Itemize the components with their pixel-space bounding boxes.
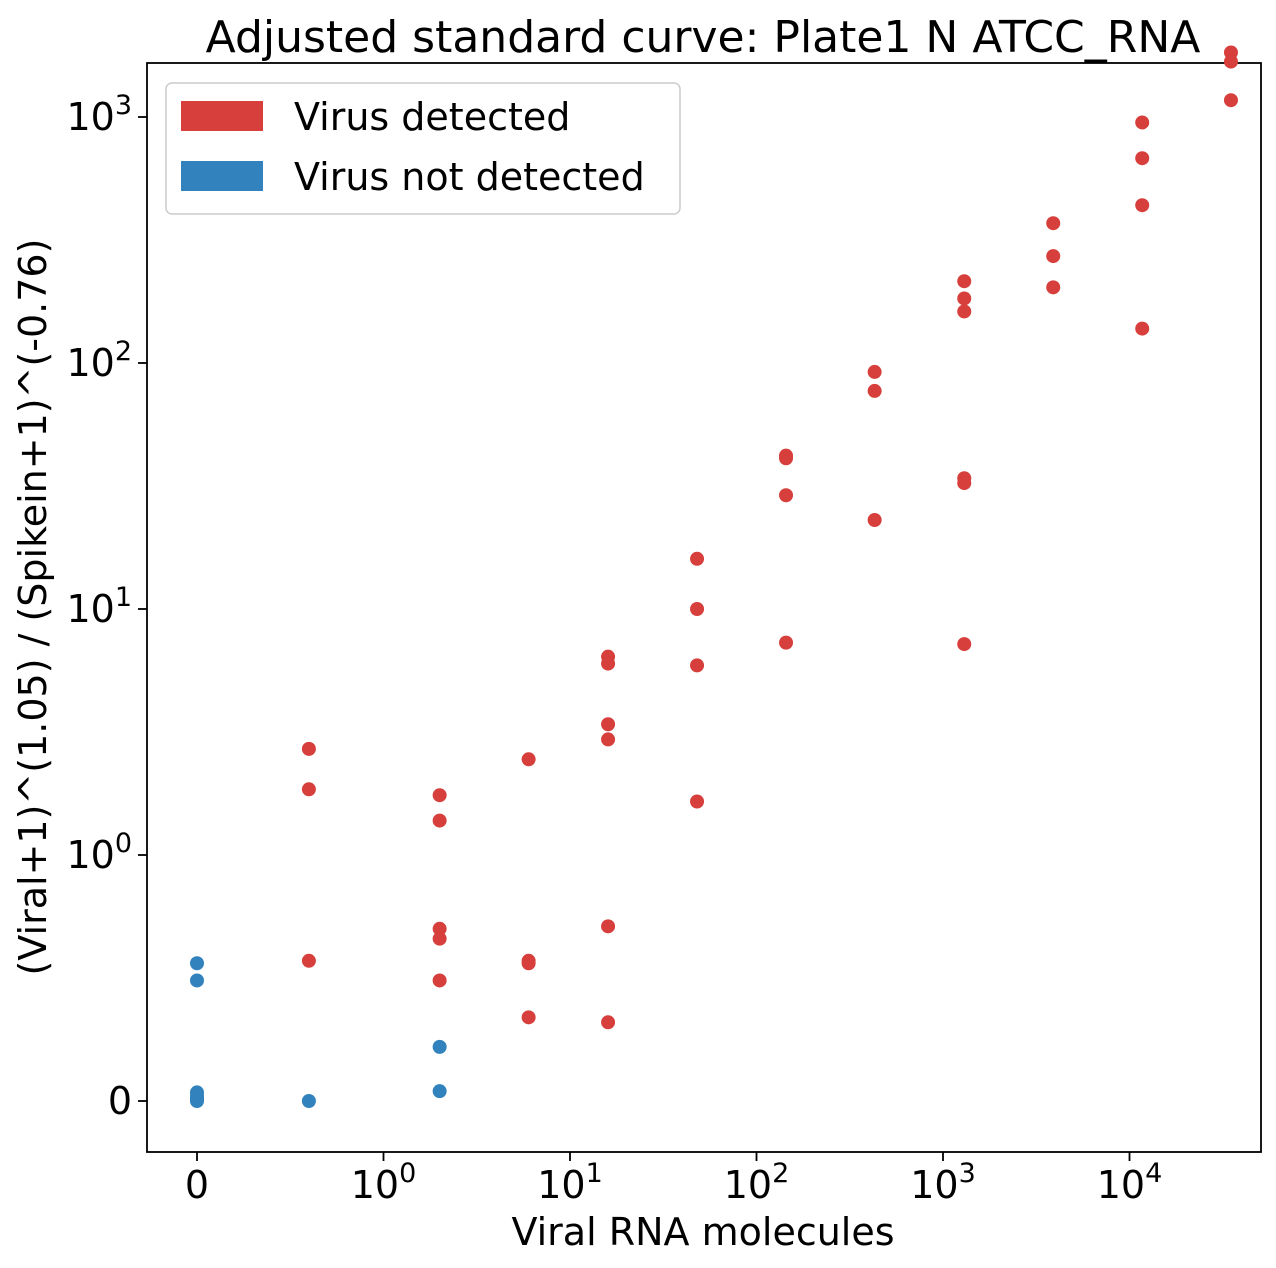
legend-box [165,82,681,215]
point-virus-detected [957,304,972,319]
point-virus-detected [867,383,882,398]
legend-label-virus-not-detected: Virus not detected [294,155,645,199]
point-virus-detected [301,782,316,797]
tick-label: 103 [910,1158,976,1207]
point-virus-detected [690,602,705,616]
point-virus-detected [1046,216,1061,231]
tick-label: 101 [537,1158,603,1207]
point-virus-detected [432,921,447,936]
point-virus-detected [432,973,447,988]
tick-label: 0 [108,1079,132,1123]
point-virus-detected [957,637,972,652]
point-virus-detected [690,794,705,809]
point-virus-detected [1135,151,1150,166]
point-virus-detected [867,513,882,528]
point-virus-detected [1223,93,1238,108]
point-virus-not-detected [190,973,204,988]
point-virus-not-detected [432,1084,447,1099]
legend-swatch-virus-detected [181,101,263,131]
tick-label: 102 [66,336,132,385]
tick-label: 0 [185,1163,209,1207]
tick-label: 103 [66,90,132,139]
point-virus-not-detected [190,956,204,971]
point-virus-detected [432,813,447,828]
point-virus-detected [1046,249,1061,264]
legend: Virus detected Virus not detected [165,82,681,215]
data-points [190,45,1238,1108]
point-virus-detected [1223,54,1238,69]
tick-label: 102 [724,1158,790,1207]
point-virus-detected [601,732,616,747]
point-virus-detected [432,931,447,946]
point-virus-detected [432,788,447,803]
point-virus-detected [867,364,882,379]
point-virus-detected [779,635,794,650]
point-virus-detected [521,956,536,971]
y-axis-ticks: 0 100 101 102 103 [66,90,147,1123]
point-virus-detected [301,953,316,968]
point-virus-detected [1135,115,1150,130]
point-virus-detected [601,717,616,732]
point-virus-detected [521,752,536,767]
legend-swatch-virus-not-detected [181,161,263,191]
point-virus-detected [779,451,794,466]
point-virus-detected [1135,321,1150,336]
point-virus-detected [601,1015,616,1030]
point-virus-detected [601,656,616,671]
point-virus-detected [1046,280,1061,295]
point-virus-detected [1135,198,1150,213]
point-virus-detected [957,476,972,491]
tick-label: 100 [351,1158,417,1207]
point-virus-detected [690,551,705,566]
point-virus-detected [690,658,705,673]
point-virus-detected [521,1010,536,1025]
tick-label: 100 [66,828,132,877]
x-axis-ticks: 0 100 101 102 103 104 [185,1152,1162,1207]
x-axis-label: Viral RNA molecules [511,1210,894,1254]
point-virus-detected [601,919,616,934]
y-axis-label: (Viral+1)^(1.05) / (Spikein+1)^(-0.76) [11,239,55,976]
point-virus-not-detected [301,1094,316,1108]
point-virus-detected [301,741,316,756]
plot-area-frame [146,62,1262,1153]
chart-title: Adjusted standard curve: Plate1 N ATCC_R… [206,12,1201,63]
point-virus-not-detected [190,1094,204,1108]
legend-label-virus-detected: Virus detected [294,95,570,139]
tick-label: 101 [66,582,132,631]
point-virus-not-detected [432,1039,447,1054]
point-virus-detected [957,291,972,306]
tick-label: 104 [1097,1158,1163,1207]
point-virus-detected [957,274,972,289]
point-virus-detected [779,488,794,503]
